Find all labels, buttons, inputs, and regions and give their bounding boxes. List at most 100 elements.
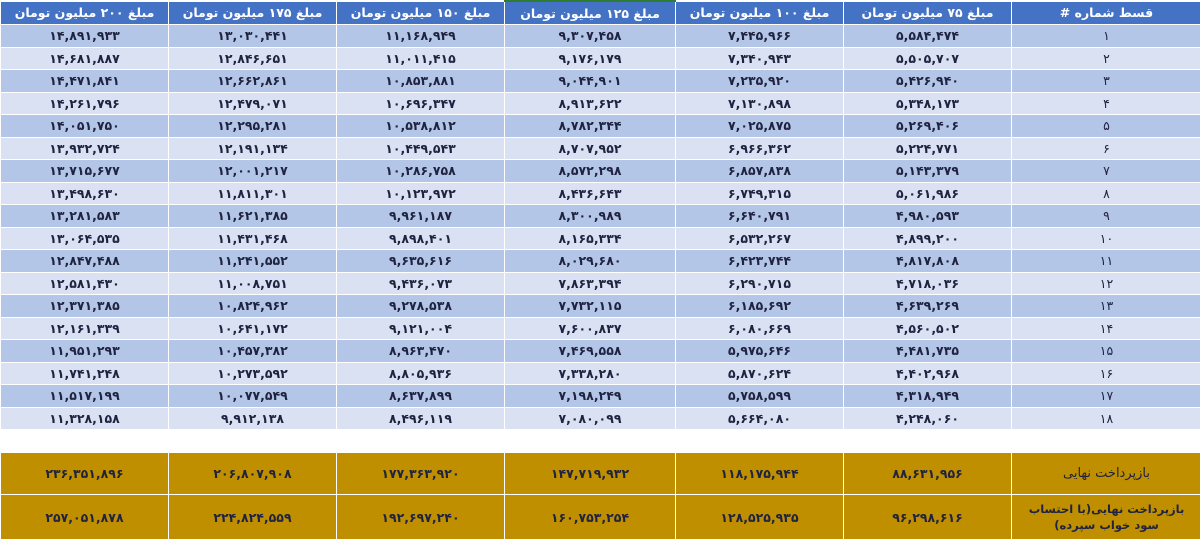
cell-amount-100m[interactable]: ۷,۳۴۰,۹۴۳	[675, 46, 844, 70]
cell-amount-175m[interactable]: ۱۱,۲۴۱,۵۵۲	[168, 249, 337, 273]
cell-amount-100m[interactable]: ۷,۰۲۵,۸۷۵	[675, 114, 844, 138]
cell-amount-75m[interactable]: ۴,۶۳۹,۲۶۹	[843, 294, 1012, 318]
cell-installment-number[interactable]: ۴	[1011, 91, 1200, 115]
cell-amount-150m[interactable]: ۹,۹۶۱,۱۸۷	[336, 204, 505, 228]
cell-amount-175m[interactable]: ۱۲,۸۴۶,۶۵۱	[168, 46, 337, 70]
cell-installment-number[interactable]: ۷	[1011, 159, 1200, 183]
cell-amount-75m[interactable]: ۵,۰۶۱,۹۸۶	[843, 181, 1012, 205]
cell-installment-number[interactable]: ۱۲	[1011, 271, 1200, 295]
final-payment-175m[interactable]: ۲۰۶,۸۰۷,۹۰۸	[168, 452, 337, 495]
final-payment-200m[interactable]: ۲۳۶,۳۵۱,۸۹۶	[0, 452, 169, 495]
cell-amount-200m[interactable]: ۱۳,۹۳۲,۷۲۴	[0, 136, 169, 160]
cell-amount-175m[interactable]: ۱۲,۶۶۲,۸۶۱	[168, 69, 337, 93]
cell-amount-75m[interactable]: ۴,۵۶۰,۵۰۲	[843, 316, 1012, 340]
cell-amount-125m[interactable]: ۷,۶۰۰,۸۳۷	[504, 316, 676, 340]
cell-amount-100m[interactable]: ۶,۷۴۹,۳۱۵	[675, 181, 844, 205]
cell-amount-75m[interactable]: ۴,۷۱۸,۰۳۶	[843, 271, 1012, 295]
cell-amount-100m[interactable]: ۶,۱۸۵,۶۹۲	[675, 294, 844, 318]
final-payment-125m[interactable]: ۱۴۷,۷۱۹,۹۳۲	[504, 452, 676, 495]
cell-amount-150m[interactable]: ۹,۸۹۸,۴۰۱	[336, 226, 505, 250]
cell-installment-number[interactable]: ۱۰	[1011, 226, 1200, 250]
cell-amount-100m[interactable]: ۵,۹۷۵,۶۴۶	[675, 339, 844, 363]
cell-amount-100m[interactable]: ۶,۹۶۶,۳۶۲	[675, 136, 844, 160]
cell-amount-75m[interactable]: ۴,۸۱۷,۸۰۸	[843, 249, 1012, 273]
cell-amount-150m[interactable]: ۱۰,۱۲۳,۹۷۲	[336, 181, 505, 205]
cell-amount-125m[interactable]: ۹,۱۷۶,۱۷۹	[504, 46, 676, 70]
final-payment-deposit-150m[interactable]: ۱۹۲,۶۹۷,۲۴۰	[336, 494, 505, 540]
cell-amount-200m[interactable]: ۱۴,۰۵۱,۷۵۰	[0, 114, 169, 138]
cell-amount-125m[interactable]: ۸,۷۰۷,۹۵۲	[504, 136, 676, 160]
header-amount-175m[interactable]: مبلغ ۱۷۵ میلیون تومان	[168, 0, 337, 25]
cell-amount-150m[interactable]: ۹,۱۲۱,۰۰۴	[336, 316, 505, 340]
cell-amount-75m[interactable]: ۵,۲۲۴,۷۷۱	[843, 136, 1012, 160]
cell-amount-125m[interactable]: ۷,۱۹۸,۲۴۹	[504, 384, 676, 408]
cell-installment-number[interactable]: ۶	[1011, 136, 1200, 160]
cell-amount-175m[interactable]: ۱۰,۲۷۳,۵۹۲	[168, 361, 337, 385]
cell-amount-100m[interactable]: ۷,۱۳۰,۸۹۸	[675, 91, 844, 115]
cell-amount-150m[interactable]: ۸,۹۶۳,۴۷۰	[336, 339, 505, 363]
cell-amount-150m[interactable]: ۱۰,۴۴۹,۵۴۳	[336, 136, 505, 160]
cell-amount-100m[interactable]: ۶,۰۸۰,۶۶۹	[675, 316, 844, 340]
cell-amount-100m[interactable]: ۶,۲۹۰,۷۱۵	[675, 271, 844, 295]
cell-amount-150m[interactable]: ۹,۴۳۶,۰۷۳	[336, 271, 505, 295]
cell-amount-175m[interactable]: ۱۳,۰۳۰,۴۴۱	[168, 24, 337, 48]
cell-amount-125m[interactable]: ۸,۴۳۶,۶۴۳	[504, 181, 676, 205]
cell-amount-150m[interactable]: ۸,۶۳۷,۸۹۹	[336, 384, 505, 408]
cell-amount-75m[interactable]: ۵,۵۸۴,۴۷۴	[843, 24, 1012, 48]
cell-amount-150m[interactable]: ۱۱,۰۱۱,۴۱۵	[336, 46, 505, 70]
cell-installment-number[interactable]: ۱۵	[1011, 339, 1200, 363]
cell-amount-100m[interactable]: ۷,۲۳۵,۹۲۰	[675, 69, 844, 93]
cell-amount-150m[interactable]: ۱۰,۶۹۶,۳۴۷	[336, 91, 505, 115]
final-payment-label[interactable]: بازپرداخت نهایی	[1011, 452, 1200, 495]
cell-amount-175m[interactable]: ۱۰,۶۴۱,۱۷۲	[168, 316, 337, 340]
final-payment-deposit-label[interactable]: بازپرداخت نهایی(با احتساب سود خواب سپرده…	[1011, 494, 1200, 540]
cell-installment-number[interactable]: ۱۷	[1011, 384, 1200, 408]
final-payment-75m[interactable]: ۸۸,۶۳۱,۹۵۶	[843, 452, 1012, 495]
cell-amount-150m[interactable]: ۱۰,۵۳۸,۸۱۲	[336, 114, 505, 138]
cell-amount-100m[interactable]: ۶,۵۳۲,۲۶۷	[675, 226, 844, 250]
final-payment-deposit-100m[interactable]: ۱۲۸,۵۲۵,۹۳۵	[675, 494, 844, 540]
final-payment-deposit-175m[interactable]: ۲۲۴,۸۲۴,۵۵۹	[168, 494, 337, 540]
cell-amount-200m[interactable]: ۱۱,۵۱۷,۱۹۹	[0, 384, 169, 408]
cell-amount-150m[interactable]: ۱۰,۲۸۶,۷۵۸	[336, 159, 505, 183]
cell-amount-75m[interactable]: ۵,۱۴۳,۳۷۹	[843, 159, 1012, 183]
cell-amount-125m[interactable]: ۷,۷۳۲,۱۱۵	[504, 294, 676, 318]
cell-amount-200m[interactable]: ۱۲,۵۸۱,۴۳۰	[0, 271, 169, 295]
cell-amount-125m[interactable]: ۸,۷۸۲,۳۴۴	[504, 114, 676, 138]
cell-amount-175m[interactable]: ۱۰,۸۲۴,۹۶۲	[168, 294, 337, 318]
cell-installment-number[interactable]: ۱۱	[1011, 249, 1200, 273]
cell-installment-number[interactable]: ۸	[1011, 181, 1200, 205]
cell-amount-175m[interactable]: ۱۱,۸۱۱,۳۰۱	[168, 181, 337, 205]
cell-amount-175m[interactable]: ۱۰,۰۷۷,۵۴۹	[168, 384, 337, 408]
cell-amount-125m[interactable]: ۸,۱۶۵,۳۳۴	[504, 226, 676, 250]
cell-installment-number[interactable]: ۵	[1011, 114, 1200, 138]
header-amount-125m[interactable]: مبلغ ۱۲۵ میلیون تومان	[504, 0, 676, 25]
cell-amount-75m[interactable]: ۵,۵۰۵,۷۰۷	[843, 46, 1012, 70]
cell-amount-125m[interactable]: ۹,۰۴۴,۹۰۱	[504, 69, 676, 93]
cell-amount-75m[interactable]: ۴,۲۴۸,۰۶۰	[843, 406, 1012, 430]
final-payment-deposit-125m[interactable]: ۱۶۰,۷۵۳,۲۵۴	[504, 494, 676, 540]
cell-installment-number[interactable]: ۱۴	[1011, 316, 1200, 340]
cell-amount-150m[interactable]: ۸,۸۰۵,۹۳۶	[336, 361, 505, 385]
cell-amount-75m[interactable]: ۴,۴۸۱,۷۳۵	[843, 339, 1012, 363]
cell-amount-175m[interactable]: ۱۱,۰۰۸,۷۵۱	[168, 271, 337, 295]
cell-amount-175m[interactable]: ۱۲,۲۹۵,۲۸۱	[168, 114, 337, 138]
cell-amount-75m[interactable]: ۴,۳۱۸,۹۴۹	[843, 384, 1012, 408]
final-payment-150m[interactable]: ۱۷۷,۳۶۳,۹۲۰	[336, 452, 505, 495]
cell-amount-75m[interactable]: ۵,۳۴۸,۱۷۳	[843, 91, 1012, 115]
cell-amount-100m[interactable]: ۶,۶۴۰,۷۹۱	[675, 204, 844, 228]
cell-amount-125m[interactable]: ۸,۰۲۹,۶۸۰	[504, 249, 676, 273]
header-amount-200m[interactable]: مبلغ ۲۰۰ میلیون تومان	[0, 0, 169, 25]
cell-amount-125m[interactable]: ۷,۸۶۳,۳۹۴	[504, 271, 676, 295]
final-payment-deposit-75m[interactable]: ۹۶,۲۹۸,۶۱۶	[843, 494, 1012, 540]
cell-amount-125m[interactable]: ۷,۳۳۸,۲۸۰	[504, 361, 676, 385]
cell-amount-150m[interactable]: ۱۱,۱۶۸,۹۴۹	[336, 24, 505, 48]
cell-amount-75m[interactable]: ۴,۴۰۲,۹۶۸	[843, 361, 1012, 385]
cell-amount-75m[interactable]: ۵,۴۲۶,۹۴۰	[843, 69, 1012, 93]
cell-amount-100m[interactable]: ۵,۶۶۴,۰۸۰	[675, 406, 844, 430]
cell-amount-200m[interactable]: ۱۱,۹۵۱,۲۹۳	[0, 339, 169, 363]
cell-amount-75m[interactable]: ۵,۲۶۹,۴۰۶	[843, 114, 1012, 138]
cell-installment-number[interactable]: ۳	[1011, 69, 1200, 93]
cell-amount-200m[interactable]: ۱۳,۰۶۴,۵۳۵	[0, 226, 169, 250]
cell-amount-100m[interactable]: ۶,۴۲۳,۷۴۴	[675, 249, 844, 273]
